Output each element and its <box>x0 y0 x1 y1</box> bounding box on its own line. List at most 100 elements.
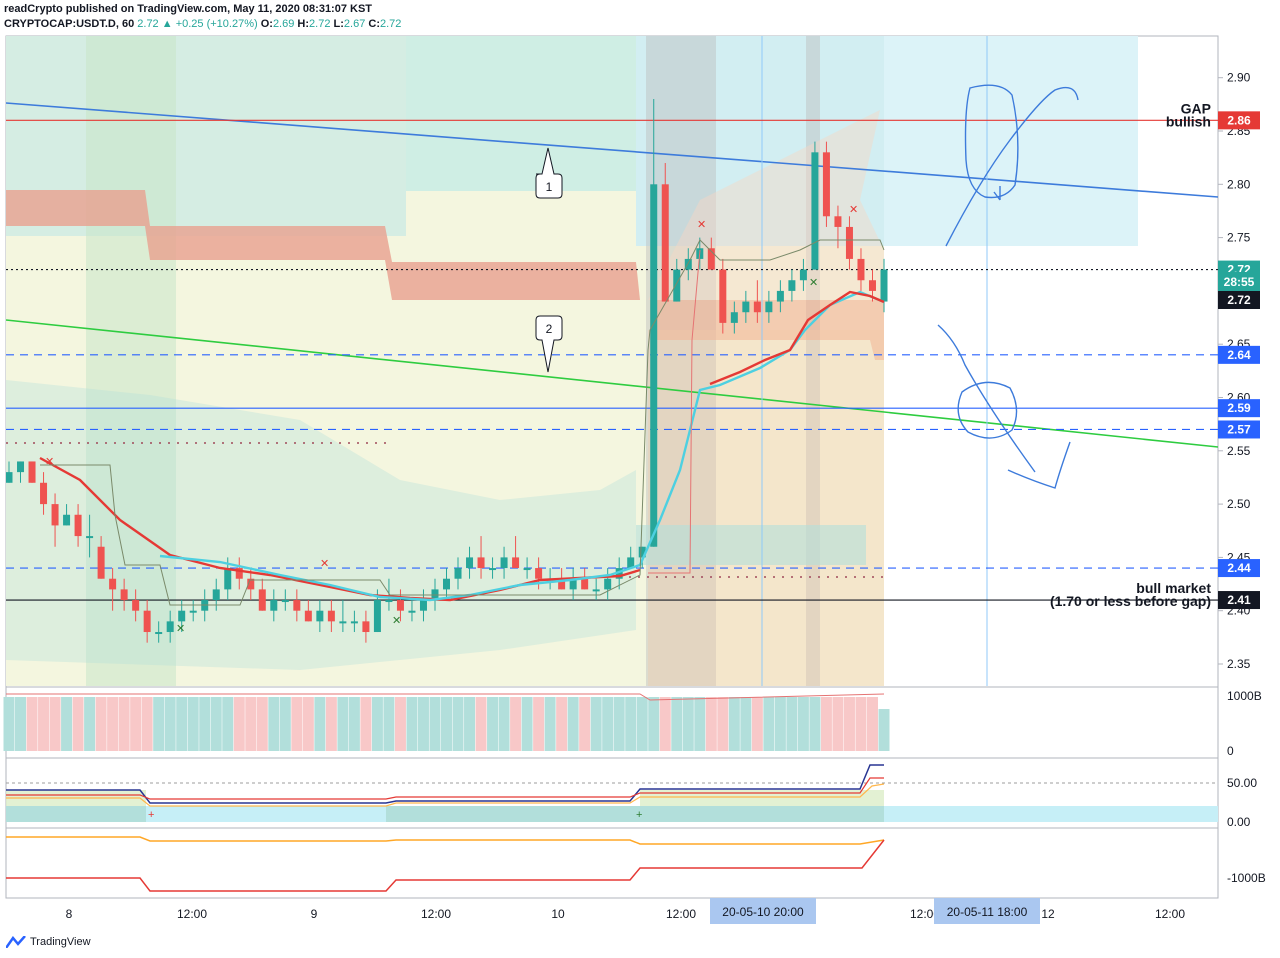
candle-body[interactable] <box>742 301 750 313</box>
candle-body[interactable] <box>799 269 807 281</box>
candle-body[interactable] <box>350 621 358 624</box>
price-tick-label: 2.55 <box>1227 444 1251 458</box>
level-tag-label: 2.64 <box>1227 348 1251 362</box>
candle-body[interactable] <box>454 568 462 579</box>
volume-bar <box>475 697 487 751</box>
candle-body[interactable] <box>74 514 82 537</box>
symbol-name[interactable]: CRYPTOCAP:USDT.D, 60 <box>4 18 135 30</box>
callout-2[interactable] <box>535 315 563 373</box>
candle-body[interactable] <box>512 557 520 569</box>
candle-body[interactable] <box>822 152 830 217</box>
candle-body[interactable] <box>316 610 324 622</box>
candle-body[interactable] <box>581 578 589 590</box>
candle-body[interactable] <box>535 568 543 579</box>
candle-body[interactable] <box>86 536 94 539</box>
candle-body[interactable] <box>811 152 819 270</box>
candle-body[interactable] <box>247 578 255 590</box>
candle-body[interactable] <box>558 578 566 590</box>
candle-body[interactable] <box>178 610 186 622</box>
candle-body[interactable] <box>868 280 876 291</box>
candle-body[interactable] <box>615 568 623 579</box>
volume-bar <box>855 697 867 751</box>
candle-body[interactable] <box>788 280 796 291</box>
drawing-circle-upper[interactable] <box>964 84 1019 199</box>
candle-body[interactable] <box>143 610 151 633</box>
candle-body[interactable] <box>339 621 347 624</box>
candle-body[interactable] <box>845 226 853 259</box>
candle-body[interactable] <box>569 578 577 590</box>
candle-body[interactable] <box>523 568 531 571</box>
time-axis[interactable]: 8 12:00 9 12:00 10 12:00 12:00 12 12:00 <box>66 907 1186 921</box>
candle-body[interactable] <box>627 557 635 569</box>
time-tick-label: 12:00 <box>421 907 451 921</box>
candle-body[interactable] <box>63 514 71 526</box>
candle-body[interactable] <box>592 589 600 592</box>
candle-body[interactable] <box>765 301 773 313</box>
candle-body[interactable] <box>857 258 865 281</box>
candle-body[interactable] <box>684 258 692 270</box>
volume-bar <box>786 697 798 751</box>
candle-body[interactable] <box>6 472 13 483</box>
candle-body[interactable] <box>155 632 163 635</box>
candle-body[interactable] <box>258 589 266 611</box>
candle-body[interactable] <box>97 546 105 579</box>
candle-body[interactable] <box>293 600 301 611</box>
candle-body[interactable] <box>120 589 128 601</box>
candle-body[interactable] <box>132 600 140 611</box>
zone-teal-strip <box>636 525 866 565</box>
candle-body[interactable] <box>834 216 842 227</box>
candle-body[interactable] <box>443 578 450 590</box>
candle-body[interactable] <box>396 600 404 611</box>
candle-body[interactable] <box>281 600 289 603</box>
zone-future <box>884 36 1138 246</box>
close-value: 2.72 <box>380 18 402 30</box>
volume-bar <box>38 697 50 751</box>
candle-body[interactable] <box>719 269 727 323</box>
price-axis[interactable]: 2.352.402.452.502.552.602.652.702.752.80… <box>1218 71 1251 671</box>
osc1-line-red <box>6 777 884 800</box>
candle-body[interactable] <box>419 600 427 611</box>
candle-body[interactable] <box>28 461 36 483</box>
volume-bar <box>740 697 752 751</box>
candle-body[interactable] <box>270 600 278 611</box>
candle-body[interactable] <box>776 290 784 302</box>
candle-body[interactable] <box>385 600 393 603</box>
candle-body[interactable] <box>40 482 48 505</box>
candle-body[interactable] <box>489 568 497 571</box>
drawing-circle-lower[interactable] <box>957 381 1018 439</box>
candle-body[interactable] <box>661 184 669 302</box>
candle-body[interactable] <box>373 600 381 633</box>
candle-body[interactable] <box>650 184 658 547</box>
candle-body[interactable] <box>235 568 243 579</box>
candle-body[interactable] <box>166 621 174 633</box>
footer-brand[interactable]: TradingView <box>30 936 91 948</box>
trendline-green[interactable] <box>6 319 1218 448</box>
candle-body[interactable] <box>212 589 220 601</box>
candle-body[interactable] <box>707 248 715 270</box>
candle-body[interactable] <box>408 610 416 613</box>
candle-body[interactable] <box>500 557 508 569</box>
buy-marker: ✕ <box>809 277 818 289</box>
candle-body[interactable] <box>304 610 312 622</box>
candle-body[interactable] <box>477 557 485 569</box>
candle-body[interactable] <box>224 568 232 590</box>
candle-body[interactable] <box>362 621 370 633</box>
candle-body[interactable] <box>604 578 612 590</box>
level-tag-2.64 <box>1218 345 1260 364</box>
candle-body[interactable] <box>17 461 25 473</box>
candle-body[interactable] <box>638 546 646 558</box>
candle-body[interactable] <box>189 610 197 613</box>
callout-1[interactable] <box>535 147 563 199</box>
candle-body[interactable] <box>327 610 335 622</box>
drawing-arrow-down[interactable] <box>937 324 1071 489</box>
candle-body[interactable] <box>51 504 59 526</box>
candle-body[interactable] <box>109 578 117 590</box>
candle-body[interactable] <box>880 269 888 302</box>
candle-body[interactable] <box>753 301 761 313</box>
candle-body[interactable] <box>673 269 681 302</box>
candle-body[interactable] <box>466 557 474 569</box>
candle-body[interactable] <box>730 312 738 323</box>
drawing-arrow-up[interactable] <box>945 86 1079 247</box>
price-tick-label: 2.75 <box>1227 231 1251 245</box>
